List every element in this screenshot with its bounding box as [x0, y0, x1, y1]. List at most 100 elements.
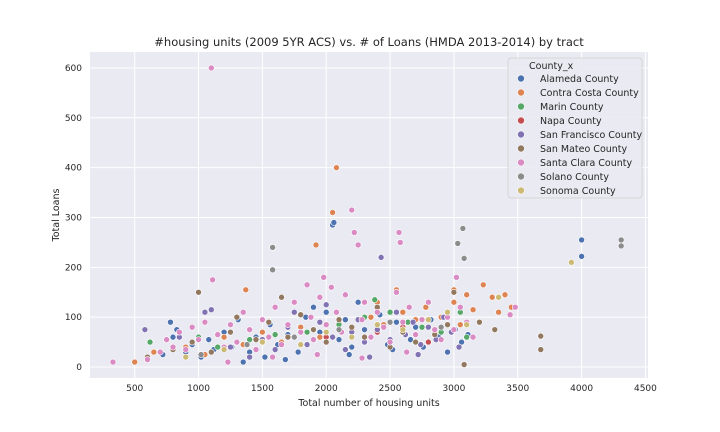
- data-point: [425, 298, 432, 306]
- data-point: [425, 316, 432, 323]
- data-point: [233, 313, 241, 321]
- data-point: [310, 336, 317, 343]
- data-point: [246, 326, 253, 333]
- data-point: [393, 308, 400, 316]
- legend-title: County_x: [529, 61, 574, 72]
- legend-marker: [517, 88, 525, 97]
- data-point: [396, 239, 404, 246]
- data-point: [239, 308, 247, 316]
- data-point: [405, 303, 413, 311]
- legend-entry: Sonoma County: [540, 186, 616, 197]
- data-point: [393, 288, 400, 296]
- data-point: [220, 333, 228, 341]
- data-point: [537, 332, 545, 340]
- series-8: [182, 259, 575, 361]
- data-point: [425, 338, 432, 346]
- data-point: [491, 326, 499, 333]
- data-point: [454, 240, 462, 247]
- data-point: [354, 298, 362, 306]
- data-point: [320, 274, 327, 281]
- data-point: [313, 351, 321, 358]
- x-tick-labels: 500 1000 1500 2000 2500 3000 3500 4000 4500: [126, 384, 657, 394]
- y-tick-label: 600: [65, 64, 82, 74]
- y-tick-label: 500: [65, 114, 82, 124]
- data-point: [214, 331, 221, 338]
- data-point: [476, 318, 483, 326]
- data-point: [335, 326, 343, 333]
- data-point: [208, 64, 215, 72]
- data-point: [284, 333, 292, 341]
- data-point: [242, 286, 250, 294]
- data-point: [361, 326, 368, 333]
- data-point: [252, 336, 260, 343]
- series-7: [197, 225, 625, 358]
- data-point: [269, 353, 276, 361]
- data-point: [348, 206, 356, 214]
- data-point: [271, 303, 279, 311]
- data-point: [201, 308, 209, 316]
- data-point: [269, 266, 276, 274]
- data-point: [197, 351, 205, 358]
- data-point: [358, 354, 366, 362]
- data-point: [265, 333, 273, 341]
- series-2: [146, 296, 470, 351]
- data-points: [109, 64, 625, 368]
- data-point: [278, 293, 285, 301]
- data-point: [386, 318, 394, 326]
- data-point: [450, 298, 458, 306]
- data-point: [291, 298, 298, 306]
- data-point: [239, 358, 247, 366]
- data-point: [511, 303, 519, 311]
- data-point: [437, 323, 445, 331]
- data-point: [208, 306, 215, 314]
- x-tick-label: 500: [126, 384, 143, 394]
- y-tick-labels: 0 100 200 300 400 500 600: [65, 64, 82, 373]
- data-point: [463, 333, 470, 341]
- legend-marker: [517, 74, 525, 83]
- data-point: [345, 351, 353, 358]
- data-point: [367, 333, 375, 341]
- data-point: [163, 336, 170, 343]
- data-point: [322, 321, 330, 328]
- data-point: [395, 229, 403, 236]
- data-point: [444, 321, 451, 328]
- data-point: [259, 328, 266, 336]
- legend-box: [507, 57, 643, 199]
- data-point: [444, 308, 451, 316]
- data-point: [141, 326, 149, 333]
- legend-marker: [517, 130, 525, 139]
- data-point: [495, 308, 502, 316]
- data-point: [294, 348, 302, 356]
- data-point: [456, 321, 464, 328]
- data-point: [259, 338, 266, 346]
- data-point: [342, 346, 349, 353]
- data-point: [450, 288, 458, 296]
- y-tick-label: 200: [65, 263, 82, 273]
- data-point: [450, 326, 458, 333]
- data-point: [358, 316, 366, 323]
- data-point: [227, 321, 234, 328]
- data-point: [291, 333, 298, 341]
- series-4: [141, 254, 463, 361]
- data-point: [214, 343, 221, 351]
- y-tick-label: 300: [65, 213, 82, 223]
- x-tick-label: 2500: [379, 384, 402, 394]
- legend-entry: Alameda County: [540, 74, 619, 85]
- data-point: [431, 326, 439, 333]
- legend-marker: [517, 158, 525, 167]
- data-point: [146, 338, 154, 346]
- data-point: [386, 338, 394, 346]
- legend-entry: San Francisco County: [540, 130, 642, 141]
- data-point: [501, 291, 509, 299]
- legend-entry: Marin County: [540, 102, 604, 113]
- data-point: [399, 308, 407, 316]
- data-point: [316, 293, 324, 301]
- data-point: [252, 346, 260, 353]
- x-tick-label: 3000: [442, 384, 465, 394]
- y-tick-label: 0: [76, 363, 82, 373]
- data-point: [617, 236, 625, 244]
- data-point: [409, 318, 417, 326]
- data-point: [330, 219, 338, 226]
- data-point: [176, 328, 183, 336]
